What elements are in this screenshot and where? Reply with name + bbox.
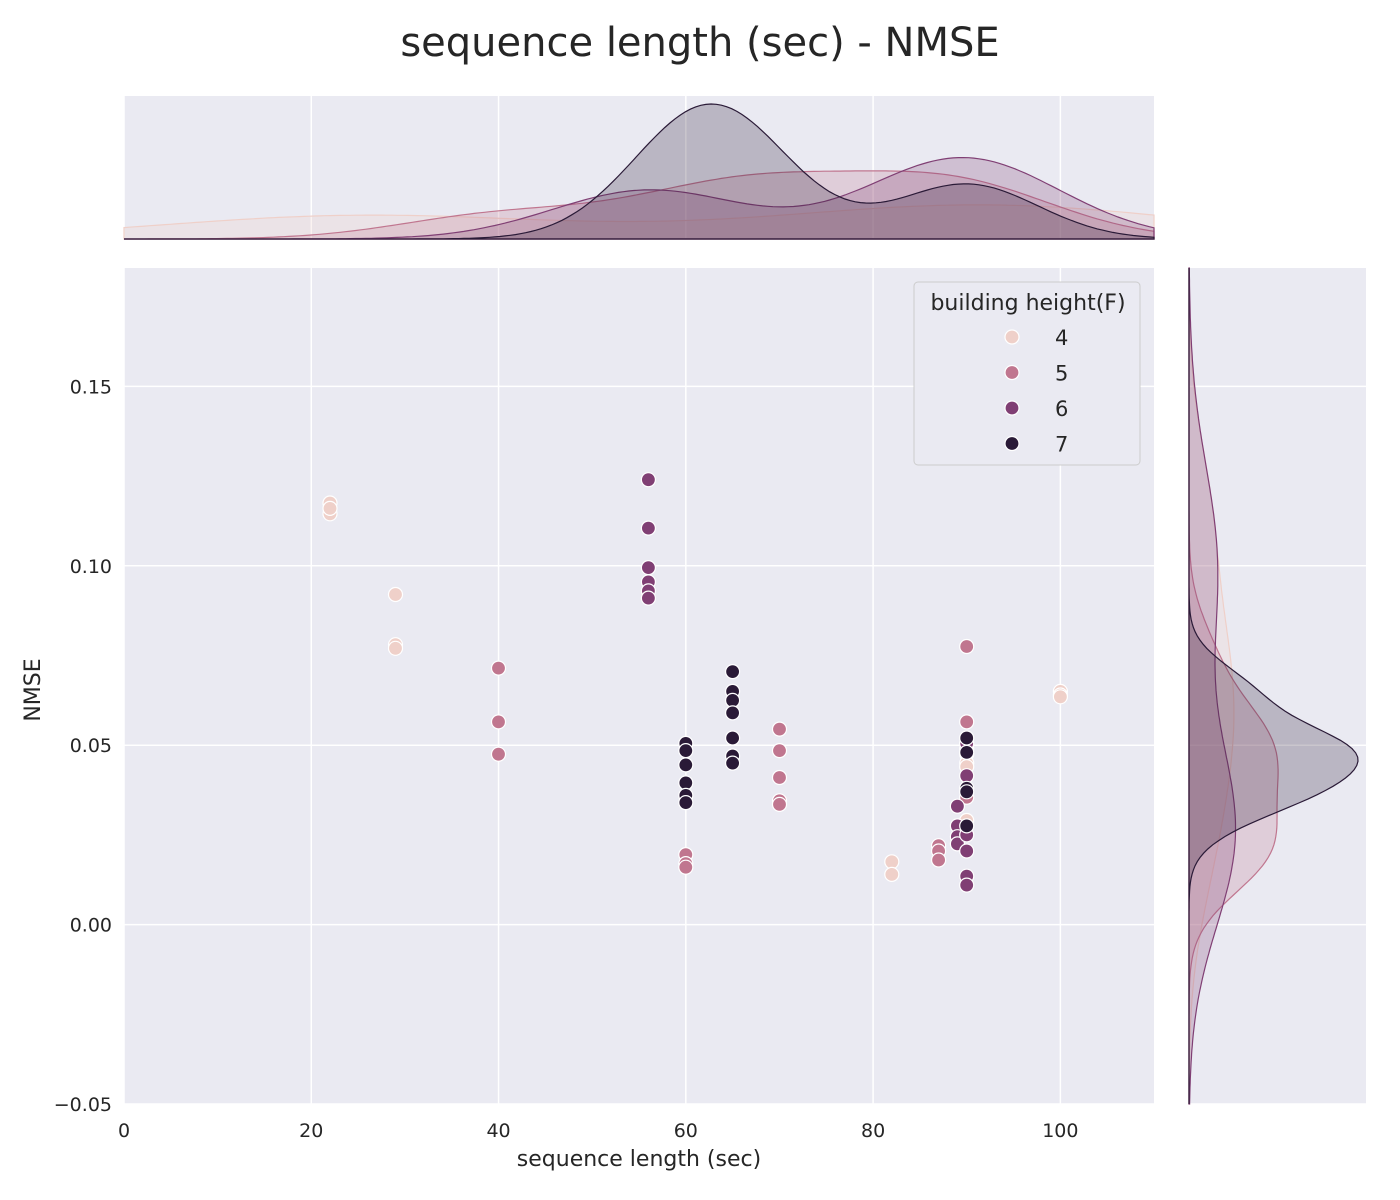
data-point <box>640 590 657 606</box>
x-tick-label: 60 <box>674 1120 698 1142</box>
data-point <box>387 586 404 603</box>
legend-items: 4 5 6 7 <box>1004 326 1068 457</box>
data-point <box>724 705 741 721</box>
right-kde-curve <box>1188 267 1235 1105</box>
legend-marker <box>1004 435 1020 452</box>
legend-box <box>913 281 1141 466</box>
legend-label: 4 <box>1055 326 1068 350</box>
x-tick-label: 100 <box>1042 1120 1078 1142</box>
data-point <box>678 794 694 811</box>
right-kde-curve <box>1188 267 1237 1105</box>
y-tick-label: 0.05 <box>70 735 112 757</box>
data-point <box>771 742 788 759</box>
data-point <box>949 798 966 814</box>
x-tick-label: 40 <box>486 1120 510 1142</box>
y-tick-label: 0.00 <box>70 915 112 937</box>
scatter-points <box>322 472 1069 893</box>
chart-title: sequence length (sec) - NMSE <box>400 20 999 66</box>
legend: building height(F) 4 5 6 7 <box>913 281 1141 466</box>
data-point <box>678 757 694 773</box>
x-axis-label: sequence length (sec) <box>517 1147 761 1172</box>
data-point <box>771 796 788 813</box>
data-point <box>490 660 507 676</box>
data-point <box>771 769 788 786</box>
right-marginal-kde <box>1188 267 1359 1105</box>
top-marginal-panel <box>124 96 1154 239</box>
y-tick-label: 0.10 <box>70 556 112 578</box>
data-point <box>640 520 657 536</box>
data-point <box>678 742 694 759</box>
y-tick-label: −0.05 <box>54 1094 112 1116</box>
y-axis-label: NMSE <box>21 658 46 721</box>
x-tick-label: 20 <box>299 1120 323 1142</box>
top-kde-curve <box>124 170 1155 240</box>
top-marginal-kde <box>123 103 1155 240</box>
data-point <box>884 854 900 870</box>
data-point <box>884 866 900 883</box>
data-point <box>490 714 507 730</box>
data-point <box>1052 689 1069 705</box>
legend-label: 6 <box>1055 397 1068 421</box>
legend-label: 7 <box>1055 433 1068 457</box>
data-point <box>771 721 788 737</box>
data-point <box>724 755 741 771</box>
legend-marker <box>1004 364 1020 381</box>
data-point <box>490 746 507 762</box>
legend-marker <box>1004 400 1020 416</box>
legend-title: building height(F) <box>930 291 1125 316</box>
data-point <box>930 852 947 868</box>
main-grid <box>123 268 1154 1105</box>
right-kde-curve <box>1188 268 1359 1104</box>
x-axis-ticks: 0 20 40 60 80 100 <box>118 1120 1079 1142</box>
data-point <box>959 744 975 761</box>
data-point <box>724 730 741 746</box>
y-axis-ticks: −0.05 0.00 0.05 0.10 0.15 <box>54 376 112 1116</box>
y-tick-label: 0.15 <box>70 376 112 398</box>
top-kde-curve <box>124 103 1155 240</box>
top-kde-curve <box>123 204 1155 240</box>
data-point <box>640 472 657 488</box>
right-marginal-panel <box>1189 268 1366 1104</box>
data-point <box>959 714 975 730</box>
data-point <box>959 638 975 655</box>
data-point <box>959 843 975 859</box>
data-point <box>959 877 975 893</box>
data-point <box>387 640 404 656</box>
x-tick-label: 0 <box>118 1120 130 1142</box>
legend-marker <box>1004 329 1020 345</box>
data-point <box>959 784 975 800</box>
data-point <box>322 500 338 516</box>
data-point <box>640 559 657 576</box>
data-point <box>724 663 741 680</box>
data-point <box>959 730 975 746</box>
legend-label: 5 <box>1055 362 1068 386</box>
x-tick-label: 80 <box>861 1120 885 1142</box>
data-point <box>678 859 694 875</box>
top-marginal-grid <box>123 96 1062 239</box>
data-point <box>959 818 975 834</box>
data-point <box>959 768 975 784</box>
